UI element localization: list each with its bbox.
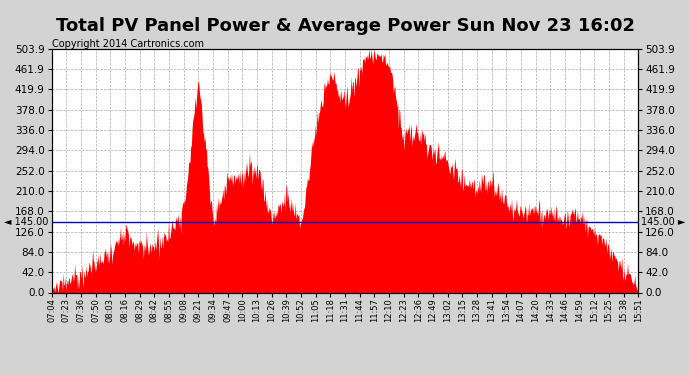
Text: Total PV Panel Power & Average Power Sun Nov 23 16:02: Total PV Panel Power & Average Power Sun… [55, 17, 635, 35]
Text: Copyright 2014 Cartronics.com: Copyright 2014 Cartronics.com [52, 39, 204, 50]
Text: ◄ 145.00: ◄ 145.00 [4, 217, 49, 227]
Text: 145.00 ►: 145.00 ► [641, 217, 686, 227]
